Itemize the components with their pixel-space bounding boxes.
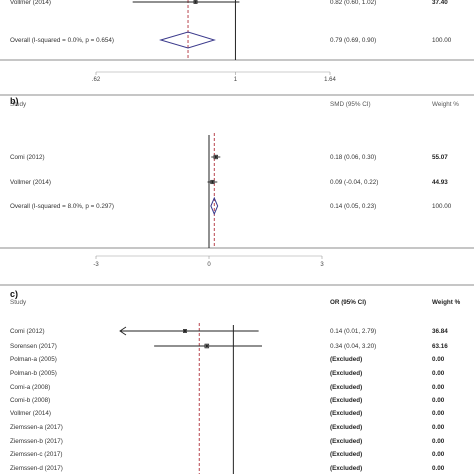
study-label: Ziemssen-c (2017): [10, 451, 63, 458]
weight-text: 0.00: [432, 356, 445, 363]
overall-effect-text: 0.79 (0.69, 0.90): [330, 37, 376, 44]
panel-2-header-effect: OR (95% CI): [330, 299, 366, 306]
effect-estimate-text: (Excluded): [330, 465, 362, 472]
panel-2-header-weight: Weight %: [432, 299, 461, 306]
panel-2-header-study: Study: [10, 299, 27, 306]
effect-estimate-text: 0.18 (0.06, 0.30): [330, 154, 376, 161]
effect-estimate-text: (Excluded): [330, 356, 362, 363]
axis-tick-label: -3: [93, 262, 99, 268]
study-label: Polman-a (2005): [10, 356, 57, 363]
study-label: Polman-b (2005): [10, 370, 57, 377]
weight-text: 44.93: [432, 179, 448, 186]
overall-diamond: [159, 31, 216, 49]
study-label: Vollmer (2014): [10, 0, 51, 6]
point-estimate: [211, 180, 214, 184]
study-label: Ziemssen-d (2017): [10, 465, 63, 472]
weight-text: 55.07: [432, 154, 448, 161]
axis-tick-label: 3: [320, 262, 324, 268]
effect-estimate-text: (Excluded): [330, 397, 362, 404]
effect-estimate-text: (Excluded): [330, 384, 362, 391]
weight-text: 0.00: [432, 438, 445, 445]
axis-tick-label: .62: [92, 77, 101, 83]
overall-diamond: [210, 196, 219, 216]
effect-estimate-text: (Excluded): [330, 370, 362, 377]
panel-2-label: c): [10, 289, 18, 299]
weight-text: 0.00: [432, 384, 445, 391]
effect-estimate-text: (Excluded): [330, 451, 362, 458]
axis-tick-label: 0: [207, 262, 211, 268]
overall-label: Overall (I-squared = 8.0%, p = 0.297): [10, 203, 114, 210]
study-label: Vollmer (2014): [10, 410, 51, 417]
point-estimate: [214, 155, 217, 159]
panel-1-header-effect: SMD (95% CI): [330, 101, 371, 108]
study-label: Comi-b (2008): [10, 397, 50, 404]
effect-estimate-text: (Excluded): [330, 410, 362, 417]
overall-label: Overall (I-squared = 0.0%, p = 0.654): [10, 37, 114, 44]
overall-weight-text: 100.00: [432, 37, 452, 44]
overall-weight-text: 100.00: [432, 203, 452, 210]
study-label: Ziemssen-b (2017): [10, 438, 63, 445]
weight-text: 0.00: [432, 410, 445, 417]
weight-text: 0.00: [432, 370, 445, 377]
study-label: Comi (2012): [10, 328, 45, 335]
weight-text: 0.00: [432, 397, 445, 404]
panel-1-header-weight: Weight %: [432, 101, 459, 108]
effect-estimate-text: 0.14 (0.01, 2.79): [330, 328, 376, 335]
effect-estimate-text: 0.82 (0.60, 1.02): [330, 0, 376, 6]
weight-text: 0.00: [432, 424, 445, 431]
panel-1-header-study: Study: [10, 101, 27, 108]
ci-arrow-left: [119, 326, 127, 336]
point-estimate: [183, 329, 187, 333]
weight-text: 63.16: [432, 343, 448, 350]
panel-1-label: b): [10, 96, 19, 106]
weight-text: 0.00: [432, 465, 445, 472]
study-label: Sorensen (2017): [10, 343, 57, 350]
weight-text: 37.40: [432, 0, 448, 6]
effect-estimate-text: (Excluded): [330, 438, 362, 445]
effect-estimate-text: (Excluded): [330, 424, 362, 431]
study-label: Comi-a (2008): [10, 384, 50, 391]
effect-estimate-text: 0.09 (-0.04, 0.22): [330, 179, 378, 186]
weight-text: 0.00: [432, 451, 445, 458]
weight-text: 36.84: [432, 328, 448, 335]
study-label: Vollmer (2014): [10, 179, 51, 186]
point-estimate: [194, 0, 197, 4]
axis-tick-label: 1: [234, 77, 238, 83]
study-label: Comi (2012): [10, 154, 45, 161]
study-label: Ziemssen-a (2017): [10, 424, 63, 431]
point-estimate: [205, 344, 209, 348]
overall-effect-text: 0.14 (0.05, 0.23): [330, 203, 376, 210]
effect-estimate-text: 0.34 (0.04, 3.20): [330, 343, 376, 350]
axis-tick-label: 1.64: [324, 77, 336, 83]
